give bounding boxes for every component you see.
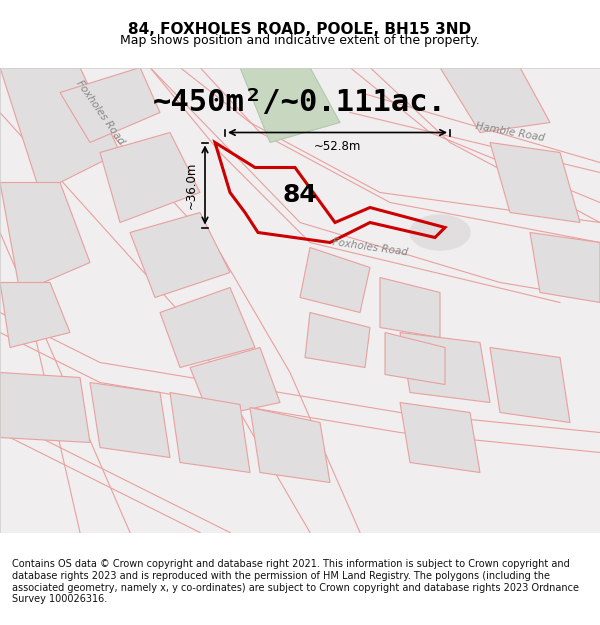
Text: 84, FOXHOLES ROAD, POOLE, BH15 3ND: 84, FOXHOLES ROAD, POOLE, BH15 3ND bbox=[128, 22, 472, 37]
Polygon shape bbox=[130, 213, 230, 298]
Text: Contains OS data © Crown copyright and database right 2021. This information is : Contains OS data © Crown copyright and d… bbox=[12, 559, 579, 604]
Polygon shape bbox=[90, 382, 170, 458]
Polygon shape bbox=[385, 332, 445, 384]
Polygon shape bbox=[400, 402, 480, 472]
Text: ~450m²/~0.111ac.: ~450m²/~0.111ac. bbox=[153, 88, 447, 117]
Text: 84: 84 bbox=[283, 182, 317, 206]
Text: Map shows position and indicative extent of the property.: Map shows position and indicative extent… bbox=[120, 34, 480, 48]
Text: ~52.8m: ~52.8m bbox=[314, 140, 361, 153]
Polygon shape bbox=[250, 408, 330, 482]
Polygon shape bbox=[380, 278, 440, 338]
Polygon shape bbox=[100, 132, 200, 222]
Text: Foxholes Road: Foxholes Road bbox=[74, 79, 126, 146]
Polygon shape bbox=[400, 332, 490, 402]
Polygon shape bbox=[190, 348, 280, 418]
Polygon shape bbox=[60, 68, 160, 142]
Polygon shape bbox=[0, 182, 90, 292]
Text: ~36.0m: ~36.0m bbox=[185, 161, 197, 209]
Polygon shape bbox=[0, 282, 70, 348]
Polygon shape bbox=[490, 142, 580, 222]
Polygon shape bbox=[0, 68, 120, 192]
Polygon shape bbox=[440, 68, 550, 132]
Text: Hamble Road: Hamble Road bbox=[475, 121, 545, 144]
Polygon shape bbox=[490, 348, 570, 423]
Polygon shape bbox=[160, 288, 255, 368]
Polygon shape bbox=[170, 392, 250, 472]
Ellipse shape bbox=[410, 215, 470, 250]
Polygon shape bbox=[530, 232, 600, 302]
Polygon shape bbox=[300, 248, 370, 312]
Polygon shape bbox=[0, 372, 90, 442]
Polygon shape bbox=[305, 312, 370, 368]
Text: Foxholes Road: Foxholes Road bbox=[332, 238, 409, 258]
Polygon shape bbox=[240, 68, 340, 142]
